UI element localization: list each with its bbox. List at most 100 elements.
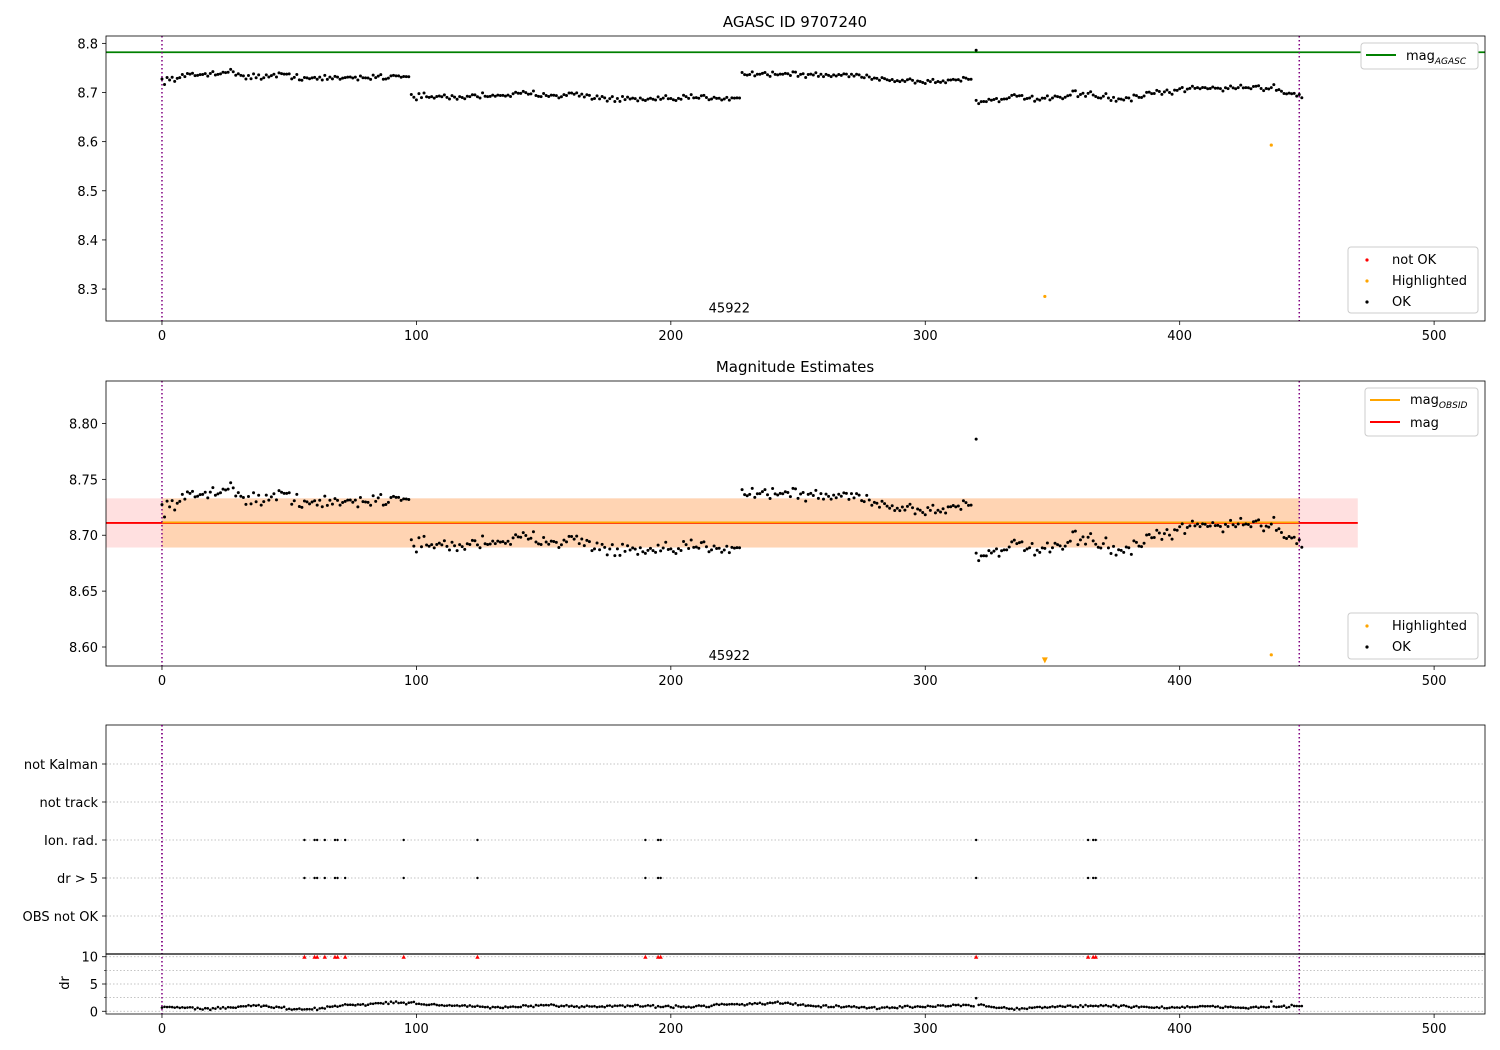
ok-point — [710, 548, 714, 552]
ok-point — [702, 93, 706, 97]
dr-point — [348, 1003, 352, 1007]
dr-point — [397, 1001, 400, 1005]
ok-point — [1229, 84, 1233, 88]
ok-point — [292, 75, 296, 79]
ok-point — [534, 93, 538, 97]
ok-point — [529, 536, 533, 540]
ok-point — [936, 508, 940, 512]
ok-point — [419, 545, 423, 549]
ok-point — [1251, 520, 1255, 524]
dr-point — [468, 1004, 472, 1007]
ok-point — [516, 535, 520, 539]
ok-point — [613, 99, 617, 103]
dr-point — [743, 1004, 746, 1007]
ok-point — [1262, 89, 1266, 93]
ok-point — [661, 96, 665, 100]
ok-point — [1017, 541, 1021, 545]
dr-point — [257, 1003, 260, 1007]
ok-point — [1022, 549, 1026, 553]
ok-point — [282, 72, 286, 76]
ok-point — [173, 508, 177, 512]
dr-point — [720, 1002, 724, 1006]
ok-point — [1244, 86, 1248, 90]
ok-point — [521, 531, 525, 535]
ok-point — [394, 74, 398, 78]
ok-point — [1094, 542, 1098, 546]
dr-x-tick-label: 100 — [404, 1022, 429, 1037]
agasc-y-tick-label: 8.4 — [77, 234, 98, 249]
ok-point — [628, 97, 632, 101]
ok-point — [559, 95, 563, 99]
ok-point — [534, 540, 538, 544]
magnitude-y-tick-label: 8.80 — [69, 417, 98, 432]
dr-point — [715, 1002, 718, 1006]
ok-point — [600, 95, 604, 99]
ok-point — [661, 546, 665, 550]
ok-point — [842, 72, 846, 76]
dr-point — [532, 1005, 535, 1009]
dr-point — [310, 1008, 314, 1011]
dr-point — [1155, 1005, 1159, 1009]
ok-point — [427, 544, 431, 548]
ok-point — [1043, 96, 1047, 100]
ok-point — [399, 498, 403, 502]
ok-point — [201, 492, 205, 496]
ok-point — [1038, 98, 1042, 102]
ok-point — [511, 536, 515, 540]
ok-point — [302, 499, 306, 503]
ok-point — [1142, 94, 1146, 98]
dr-point — [725, 1003, 729, 1006]
ok-point — [364, 76, 368, 80]
flag-point — [323, 876, 327, 880]
ok-point — [692, 96, 696, 100]
ok-point — [465, 542, 469, 546]
ok-point — [287, 491, 291, 495]
flag-point — [315, 876, 319, 880]
dr-point — [565, 1003, 568, 1007]
ok-point — [865, 493, 869, 497]
ok-point — [923, 513, 927, 517]
ok-point — [1056, 95, 1060, 99]
ok-point — [1048, 550, 1052, 554]
dr-point — [412, 1000, 416, 1004]
ok-point — [648, 546, 652, 550]
ok-point — [366, 76, 370, 80]
ok-point — [651, 97, 655, 101]
dr-point — [376, 1001, 380, 1005]
dr-point — [338, 1004, 342, 1008]
ok-point — [198, 493, 202, 497]
ok-point — [682, 93, 686, 97]
ok-point — [1178, 525, 1182, 529]
dr-point — [682, 1005, 685, 1008]
ok-point — [521, 89, 525, 93]
ok-point — [855, 492, 859, 496]
ok-point — [827, 494, 831, 498]
ok-point — [486, 95, 490, 99]
ok-point — [801, 491, 805, 495]
ok-point — [1101, 542, 1105, 546]
ok-point — [1012, 93, 1016, 97]
dr-point — [511, 1005, 515, 1008]
ok-point — [944, 81, 948, 85]
dr-point — [850, 1005, 853, 1009]
dr-point — [929, 1004, 932, 1008]
ok-point — [463, 97, 467, 101]
ok-point — [585, 538, 589, 542]
ok-point — [353, 498, 357, 502]
ok-point — [338, 503, 342, 507]
flag-point — [659, 838, 662, 842]
ok-point — [1218, 525, 1222, 529]
flag-point — [1094, 838, 1097, 842]
dr-point — [1160, 1005, 1164, 1008]
ok-point — [671, 98, 675, 102]
mag-legend-label: mag — [1410, 416, 1439, 431]
ok-point — [229, 481, 233, 485]
ok-point — [1134, 540, 1138, 544]
ok-point — [1170, 92, 1174, 96]
ok-point — [847, 75, 851, 79]
dr-point — [168, 1005, 171, 1009]
ok-point — [923, 82, 927, 86]
magnitude-x-tick-label: 100 — [404, 674, 429, 689]
dr-point — [735, 1002, 739, 1006]
ok-point — [1246, 86, 1250, 90]
